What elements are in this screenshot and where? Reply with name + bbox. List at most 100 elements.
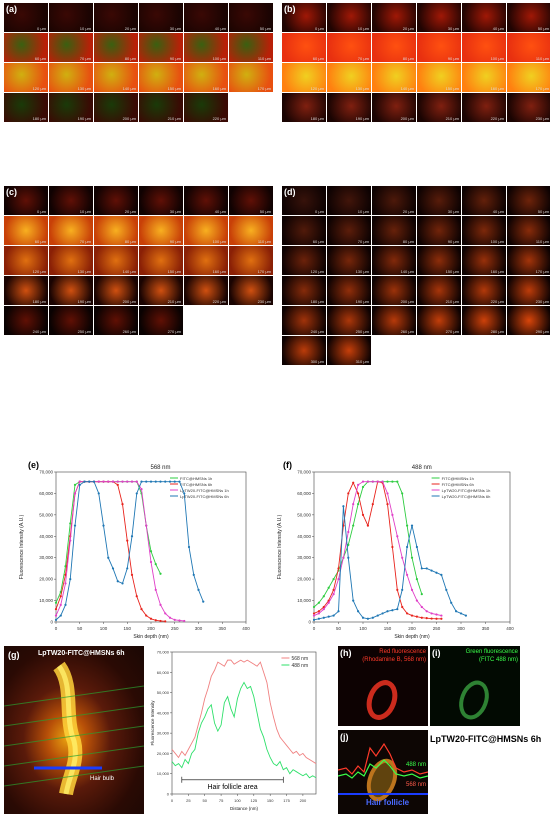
y-axis-label: Fluorescence Intensity (A.U.) [19, 514, 25, 579]
data-point [371, 616, 374, 619]
confocal-tile: 100 μm [462, 33, 506, 62]
data-point [126, 539, 129, 542]
data-point [173, 480, 176, 483]
data-point [121, 503, 124, 506]
confocal-tile: 110 μm [507, 33, 550, 62]
confocal-tile: 210 μm [417, 93, 461, 122]
depth-label: 160 μm [212, 269, 226, 274]
data-point [59, 614, 62, 617]
data-point [121, 480, 124, 483]
data-point [322, 608, 325, 611]
data-point [435, 571, 438, 574]
data-point [322, 595, 325, 598]
depth-label: 230 μm [257, 299, 271, 304]
depth-label: 80 μm [402, 239, 414, 244]
panel-label-h: (h) [340, 648, 352, 658]
y-tick-label: 50,000 [297, 512, 311, 517]
data-point [396, 535, 399, 538]
depth-label: 70 μm [357, 56, 369, 61]
x-tick-label: 25 [186, 798, 191, 803]
series-line [55, 481, 185, 622]
depth-label: 180 μm [310, 299, 324, 304]
confocal-tile: 140 μm [94, 63, 138, 92]
depth-label: 310 μm [355, 359, 369, 364]
data-point [361, 616, 365, 619]
legend-entry: LpTW20-FITC@HMSNs 6h [442, 494, 491, 499]
data-point [149, 480, 153, 483]
data-point [425, 610, 428, 613]
data-point [54, 618, 58, 621]
data-point [178, 480, 181, 483]
confocal-tile: 70 μm [49, 216, 93, 245]
data-point [83, 480, 86, 483]
data-point [140, 480, 143, 483]
data-point [197, 588, 200, 591]
x-tick-label: 100 [234, 798, 241, 803]
confocal-tile: 250 μm [327, 306, 371, 335]
data-point [149, 560, 153, 564]
depth-label: 130 μm [77, 86, 91, 91]
panel-label-j: (j) [340, 732, 349, 742]
chart-title: 488 nm [412, 465, 432, 471]
depth-label: 270 μm [167, 329, 181, 334]
data-point [342, 505, 345, 508]
data-point [69, 578, 72, 581]
hair-follicle-sketch [4, 661, 144, 796]
data-point [435, 617, 438, 620]
x-tick-label: 50 [203, 798, 208, 803]
confocal-tile: 210 μm [139, 276, 183, 305]
data-point [430, 617, 433, 620]
data-point [159, 603, 162, 606]
hair-bulb-label: Hair bulb [90, 776, 115, 782]
confocal-tile: 150 μm [417, 246, 461, 275]
panel-g-title: LpTW20-FITC@HMSNs 6h [38, 650, 125, 657]
data-point [371, 480, 374, 483]
confocal-tile: 220 μm [184, 276, 228, 305]
depth-label: 30 μm [169, 209, 181, 214]
y-tick-label: 0 [167, 792, 170, 797]
data-point [347, 543, 350, 546]
confocal-tile: 30 μm [417, 3, 461, 32]
confocal-tile: 220 μm [184, 93, 228, 122]
confocal-tile: 80 μm [372, 33, 416, 62]
data-point [312, 614, 316, 617]
panel-label-i: (i) [432, 648, 441, 658]
depth-label: 120 μm [310, 86, 324, 91]
confocal-tile: 270 μm [417, 306, 461, 335]
depth-label: 40 μm [214, 26, 226, 31]
depth-label: 100 μm [490, 56, 504, 61]
y-tick-label: 50,000 [157, 690, 170, 695]
x-tick-label: 200 [300, 798, 307, 803]
data-point [187, 545, 191, 549]
data-point [391, 545, 394, 549]
depth-label: 80 μm [124, 56, 136, 61]
depth-label: 300 μm [310, 359, 324, 364]
data-point [116, 483, 119, 486]
depth-label: 110 μm [257, 56, 271, 61]
legend-entry: 488 nm [291, 663, 308, 669]
confocal-tile: 60 μm [4, 33, 48, 62]
data-point [164, 620, 167, 623]
x-tick-label: 300 [457, 626, 465, 631]
depth-label: 30 μm [447, 209, 459, 214]
data-point [386, 610, 389, 613]
depth-label: 210 μm [445, 116, 459, 121]
panel-j-image: (j) 488 nm 568 nm Hair follicle [338, 730, 428, 814]
depth-label: 50 μm [259, 209, 271, 214]
confocal-tile: 40 μm [184, 186, 228, 215]
depth-label: 230 μm [535, 299, 549, 304]
x-axis-label: Distance (nm) [230, 806, 259, 811]
data-point [361, 480, 365, 483]
panel-label-a: (a) [6, 4, 17, 14]
confocal-tile: 70 μm [327, 216, 371, 245]
confocal-tile: 10 μm [327, 3, 371, 32]
confocal-tile: 0 μm [4, 186, 48, 215]
data-point [92, 480, 96, 483]
data-point [406, 545, 409, 549]
data-point [154, 563, 157, 566]
data-point [459, 612, 463, 615]
data-point [159, 619, 162, 623]
depth-label: 110 μm [257, 239, 271, 244]
panel-label-b: (b) [284, 4, 296, 14]
data-point [327, 601, 330, 604]
